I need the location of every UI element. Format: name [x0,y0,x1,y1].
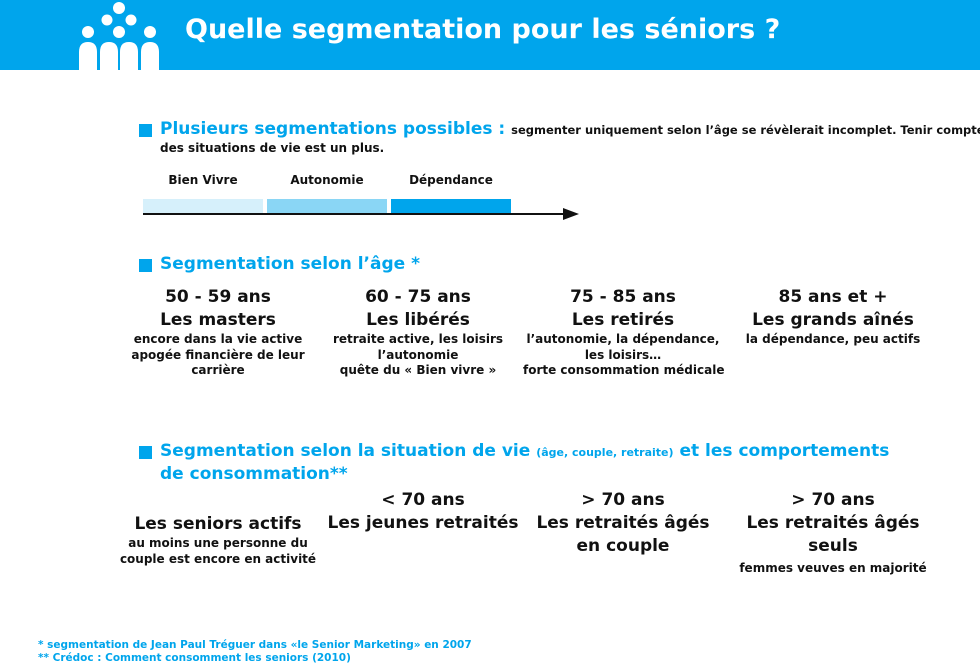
segment-desc: quête du « Bien vivre » [339,363,497,377]
segment-name: en couple [576,536,670,556]
section3-heading-small: (âge, couple, retraite) [536,446,674,459]
age-column-grands-aines: 85 ans et + Les grands aînés la dépendan… [733,286,933,348]
section1-heading-line: Plusieurs segmentations possibles : segm… [160,119,980,139]
section3-heading-part1: Segmentation selon la situation de vie [160,441,531,461]
segment-name: seuls [808,536,858,556]
segment-desc: apogée financière de leur [131,347,305,362]
age-range: > 70 ans [791,490,875,510]
segment-desc: forte consommation médicale [523,363,725,377]
section2-heading: Segmentation selon l’âge * [160,254,420,274]
segment-desc: retraite active, les loisirs [332,332,504,346]
section3-heading-line2: de consommation** [160,464,348,484]
age-range: 75 - 85 ans [570,287,676,307]
life-column-retraites-couple: > 70 ans Les retraités âgés en couple [523,489,723,558]
age-column-masters: 50 - 59 ans Les masters encore dans la v… [118,286,318,379]
segment-name: Les jeunes retraités [327,513,519,533]
segment-name: Les grands aînés [752,310,914,330]
section2-bullet [139,259,152,272]
header-banner: Quelle segmentation pour les séniors ? [0,0,980,70]
age-column-retires: 75 - 85 ans Les retirés l’autonomie, la … [523,286,725,379]
age-column-liberes: 60 - 75 ans Les libérés retraite active,… [318,286,518,379]
segment-name: Les libérés [366,310,470,330]
section1-text-line1: segmenter uniquement selon l’âge se révè… [511,123,980,137]
footnote-2: ** Crédoc : Comment consomment les senio… [38,652,351,664]
segment-desc: carrière [191,363,245,377]
age-range: < 70 ans [381,490,465,510]
page-title: Quelle segmentation pour les séniors ? [185,14,781,45]
segment-desc: couple est encore en activité [119,551,317,566]
segment-bar-autonomie [267,199,387,213]
age-range: 60 - 75 ans [365,287,471,307]
segment-bar-dependance [391,199,511,213]
people-group-logo-icon [79,2,159,70]
segment-desc: femmes veuves en majorité [739,561,927,575]
segment-desc: la dépendance, peu actifs [745,332,921,346]
timeline-arrow-icon [563,208,579,220]
footnote-1: * segmentation de Jean Paul Tréguer dans… [38,639,472,651]
age-range: 50 - 59 ans [165,287,271,307]
segment-name: Les masters [160,310,276,330]
segment-label-dependance: Dépendance [409,173,493,187]
section1-bullet [139,124,152,137]
segment-desc: encore dans la vie active [133,332,303,346]
section3-bullet [139,446,152,459]
segment-name: Les retraités âgés [746,513,920,533]
age-range: > 70 ans [581,490,665,510]
section1-heading: Plusieurs segmentations possibles : [160,119,506,139]
segment-desc: l’autonomie, la dépendance, [526,332,720,346]
segment-bar-bien-vivre [143,199,263,213]
section3-heading-part2: et les comportements [679,441,890,461]
segment-desc: les loisirs… [584,347,662,362]
segment-name: Les retraités âgés [536,513,710,533]
age-range: 85 ans et + [778,287,888,307]
section1-text-line2: des situations de vie est un plus. [160,141,385,155]
life-column-retraites-seuls: > 70 ans Les retraités âgés seuls femmes… [733,489,933,577]
segment-label-autonomie: Autonomie [290,173,364,187]
segment-label-bien-vivre: Bien Vivre [168,173,238,187]
timeline-axis [143,213,571,215]
life-column-jeunes-retraites: < 70 ans Les jeunes retraités [318,489,528,535]
segment-desc: l’autonomie [377,347,459,362]
segment-desc: au moins une personne du [128,536,308,550]
segment-name: Les retirés [571,310,675,330]
life-column-seniors-actifs: Les seniors actifs au moins une personne… [118,513,318,567]
segment-name: Les seniors actifs [134,514,302,534]
section3-heading-line1: Segmentation selon la situation de vie (… [160,441,889,461]
